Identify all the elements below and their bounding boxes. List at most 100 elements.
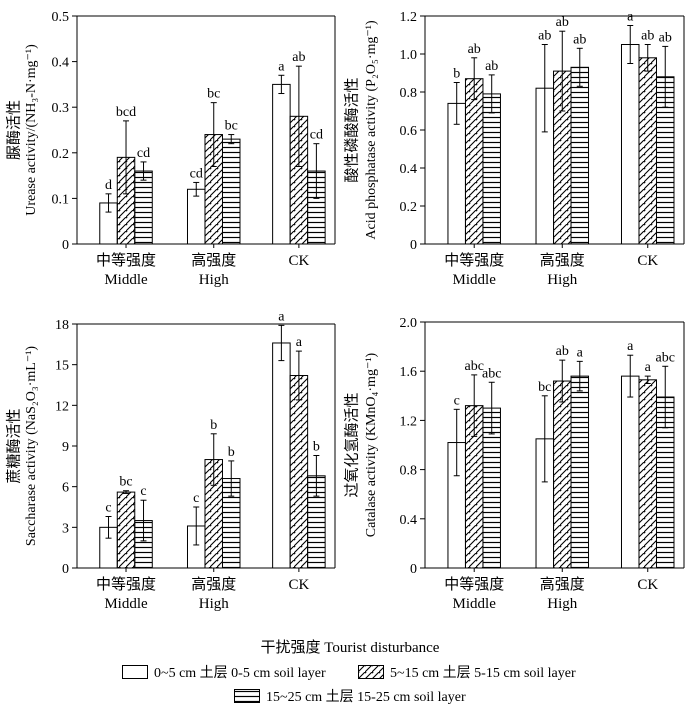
y-axis-title-cn: 脲酶活性 [5,100,23,160]
y-axis-title-cn: 蔗糖酶活性 [5,408,23,483]
significance-letter: d [105,178,112,193]
significance-letter: a [278,59,285,74]
x-tick-label-en: CK [637,577,658,593]
y-tick-label: 0.1 [52,192,70,207]
legend-label-15-25cm: 15~25 cm 土层 15-25 cm soil layer [266,690,466,705]
y-tick-label: 0.3 [52,101,70,116]
y-axis-title-en: Catalase activity (KMnO₄·mg⁻¹) [364,352,379,537]
bar-15-25cm-middle [134,170,153,245]
significance-letter: c [454,393,460,408]
significance-letter: a [296,335,303,350]
bar-0-5cm-ck [620,375,640,569]
legend-swatch-horizontal [234,689,260,703]
significance-letter: a [627,10,634,25]
legend-item-0-5cm: 0~5 cm 土层 0-5 cm soil layer [122,662,326,682]
x-axis-title: 干扰强度 Tourist disturbance [260,640,440,656]
legend-swatch-diagonal [358,665,384,679]
bar-5-15cm-middle [464,78,484,245]
x-tick-label-en: CK [637,253,658,269]
bar-0-5cm-ck [620,44,640,245]
y-tick-label: 0.8 [400,464,418,479]
significance-letter: abc [656,350,675,365]
x-tick-label-en: High [199,272,230,288]
x-tick-label-en: High [199,596,230,612]
legend-swatch-plain [122,665,148,679]
y-tick-label: 3 [62,521,69,536]
bar-15-25cm-middle [482,93,501,245]
significance-letter: b [228,445,235,460]
y-tick-label: 0 [410,562,417,577]
significance-letter: bc [225,119,238,134]
chart-panel-1: dcdabcdbcabcdbccd00.10.20.30.40.5中等强度Mid… [5,10,336,288]
significance-letter: ab [573,32,586,47]
y-tick-label: 0.6 [400,124,418,139]
x-tick-label-en: High [547,272,578,288]
significance-letter: cd [137,146,150,161]
significance-letter: b [210,418,217,433]
significance-letter: ab [538,29,551,44]
significance-letter: a [278,309,285,324]
x-tick-label-cn: 高强度 [540,251,585,269]
significance-letter: c [140,484,146,499]
significance-letter: bc [538,380,551,395]
significance-letter: ab [292,50,305,65]
legend-label-0-5cm: 0~5 cm 土层 0-5 cm soil layer [154,666,326,681]
y-tick-label: 0.4 [400,513,418,528]
y-tick-label: 0.4 [52,56,70,71]
x-tick-label-en: CK [288,577,309,593]
significance-letter: ab [468,42,481,57]
y-tick-label: 0.2 [52,147,70,162]
y-tick-label: 18 [55,318,69,333]
y-tick-label: 6 [62,481,69,496]
significance-letter: cd [190,166,203,181]
x-tick-label-cn: 高强度 [540,575,585,593]
y-tick-label: 0.2 [400,200,418,215]
x-tick-label-en: Middle [453,272,497,288]
y-tick-label: 0 [62,562,69,577]
y-axis-title-cn: 酸性磷酸酶活性 [343,77,361,182]
bar-5-15cm-high [553,380,572,569]
significance-letter: ab [485,59,498,74]
bar-0-5cm-ck [272,342,291,569]
bar-0-5cm-high [186,188,206,245]
y-tick-label: 0 [410,238,417,253]
significance-letter: bc [207,87,220,102]
significance-letter: cd [310,128,323,143]
significance-letter: bcd [116,105,136,120]
bar-5-15cm-middle [116,491,136,569]
bar-15-25cm-high [221,138,241,245]
y-axis-title-en: Urease activity/(NH₃-N·mg⁻¹) [24,44,39,216]
significance-letter: b [453,67,460,82]
y-tick-label: 1.6 [400,365,418,380]
y-axis-title-en: Acid phosphatase activity (P₂O₅·mg⁻¹) [364,20,379,240]
y-tick-label: 1.0 [400,48,418,63]
y-tick-label: 0.5 [52,10,70,25]
significance-letter: ab [659,30,672,45]
x-tick-label-en: Middle [104,596,148,612]
x-tick-label-en: High [547,596,578,612]
bar-5-15cm-ck [638,379,657,569]
y-tick-label: 9 [62,440,69,455]
legend-item-5-15cm: 5~15 cm 土层 5-15 cm soil layer [358,662,576,682]
significance-letter: abc [464,359,483,374]
bar-0-5cm-ck [272,83,291,245]
significance-letter: a [627,339,634,354]
significance-letter: ab [641,29,654,44]
bar-5-15cm-ck [289,375,309,569]
bar-15-25cm-high [570,375,590,569]
x-tick-label-en: Middle [104,272,148,288]
y-tick-label: 0.8 [400,86,418,101]
y-axis-title-cn: 过氧化氢酶活性 [343,392,361,497]
y-axis-title-en: Saccharase activity (NaS₂O₃·mL⁻¹) [24,346,39,547]
y-tick-label: 1.2 [400,414,418,429]
bar-5-15cm-ck [638,57,657,245]
x-tick-label-en: CK [288,253,309,269]
x-tick-label-cn: 高强度 [191,251,236,269]
significance-letter: abc [482,366,501,381]
legend-label-5-15cm: 5~15 cm 土层 5-15 cm soil layer [390,666,576,681]
significance-letter: ab [556,344,569,359]
x-tick-label-cn: 中等强度 [96,575,156,593]
